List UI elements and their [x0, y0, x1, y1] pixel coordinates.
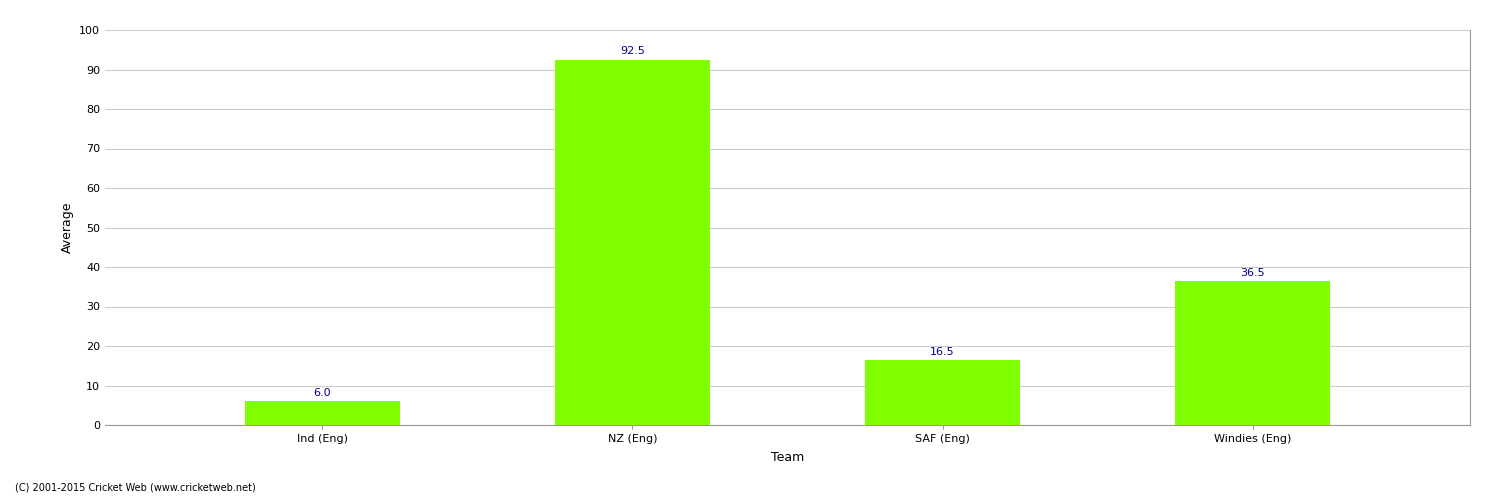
Bar — [244, 402, 399, 425]
Text: 92.5: 92.5 — [620, 46, 645, 56]
Bar — [865, 360, 1020, 425]
Text: 16.5: 16.5 — [930, 346, 956, 356]
Y-axis label: Average: Average — [60, 202, 74, 253]
Text: 6.0: 6.0 — [314, 388, 332, 398]
X-axis label: Team: Team — [771, 451, 804, 464]
Bar — [1176, 281, 1330, 425]
Bar — [555, 60, 710, 425]
Text: (C) 2001-2015 Cricket Web (www.cricketweb.net): (C) 2001-2015 Cricket Web (www.cricketwe… — [15, 482, 255, 492]
Text: 36.5: 36.5 — [1240, 268, 1264, 278]
